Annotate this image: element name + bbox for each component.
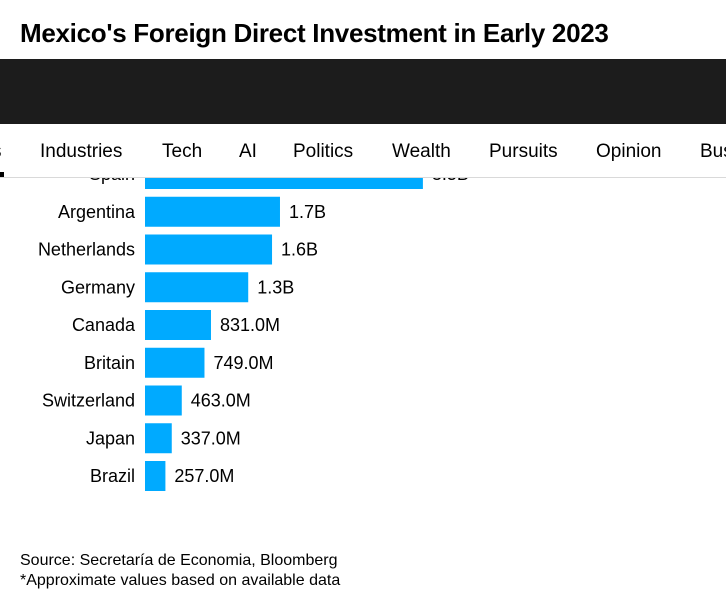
value-label-canada: 831.0M xyxy=(220,315,280,335)
nav-item-ai[interactable]: AI xyxy=(239,141,257,162)
bar-canada xyxy=(145,310,211,340)
source-line: Source: Secretaría de Economia, Bloomber… xyxy=(20,552,338,569)
nav-item-opinion[interactable]: Opinion xyxy=(596,141,662,162)
nav-item-partial-left[interactable]: s xyxy=(0,141,2,163)
bar-germany xyxy=(145,272,249,303)
footnote-line: *Approximate values based on available d… xyxy=(20,572,341,589)
category-label-switzerland: Switzerland xyxy=(42,391,135,411)
category-label-britain: Britain xyxy=(84,353,135,373)
value-label-argentina: 1.7B xyxy=(289,202,326,222)
category-label-argentina: Argentina xyxy=(58,202,136,222)
value-label-britain: 749.0M xyxy=(213,353,273,373)
category-label-brazil: Brazil xyxy=(90,466,135,486)
bar-britain xyxy=(145,347,205,378)
nav-item-industries[interactable]: Industries xyxy=(40,141,123,162)
bar-brazil xyxy=(145,461,166,491)
category-label-netherlands: Netherlands xyxy=(38,240,135,260)
nav-item-partial-right[interactable]: Bus xyxy=(700,141,726,162)
nav-active-indicator xyxy=(0,172,4,177)
nav-item-pursuits[interactable]: Pursuits xyxy=(489,141,558,162)
category-label-japan: Japan xyxy=(86,428,135,448)
bar-netherlands xyxy=(145,234,273,265)
bar-switzerland xyxy=(145,385,182,416)
nav-item-wealth[interactable]: Wealth xyxy=(392,141,451,162)
nav-item-politics[interactable]: Politics xyxy=(293,141,354,162)
chart-title: Mexico's Foreign Direct Investment in Ea… xyxy=(20,18,609,48)
nav-bar: s Industries Tech AI Politics Wealth Pur… xyxy=(0,124,726,178)
value-label-japan: 337.0M xyxy=(181,428,241,448)
value-label-switzerland: 463.0M xyxy=(191,391,251,411)
nav-item-tech[interactable]: Tech xyxy=(162,141,203,162)
category-label-canada: Canada xyxy=(72,315,136,335)
value-label-brazil: 257.0M xyxy=(174,466,234,486)
header-banner xyxy=(0,59,726,124)
bar-argentina xyxy=(145,196,280,227)
value-label-germany: 1.3B xyxy=(257,277,294,297)
value-label-netherlands: 1.6B xyxy=(281,240,318,260)
category-label-germany: Germany xyxy=(61,277,135,297)
bar-japan xyxy=(145,423,172,454)
source-note: Source: Secretaría de Economia, Bloomber… xyxy=(20,551,340,591)
